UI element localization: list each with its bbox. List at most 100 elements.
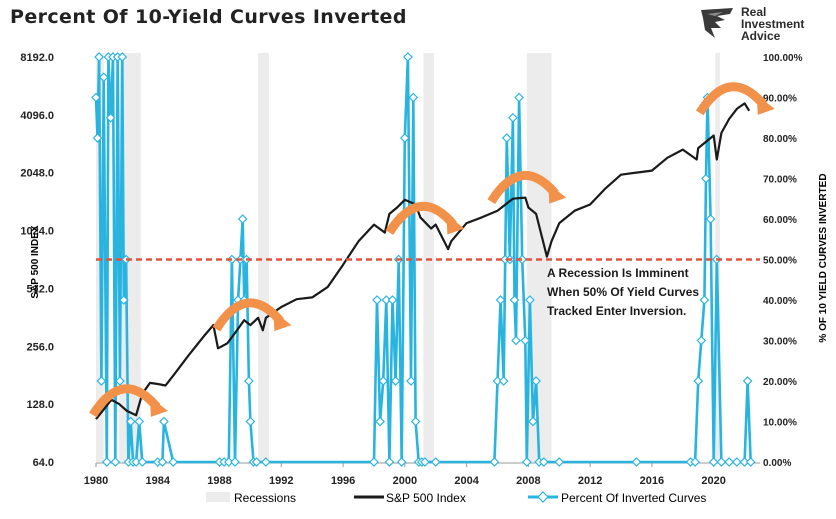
y-left-label: S&P 500 INDEX	[30, 225, 41, 299]
inverted-point	[525, 295, 535, 305]
inverted-point	[498, 376, 509, 386]
x-tick-label: 1984	[146, 475, 171, 487]
recession-band	[526, 53, 552, 462]
x-tick-label: 1988	[207, 475, 231, 487]
inverted-point	[168, 457, 179, 467]
legend-marker-inverted	[537, 491, 549, 503]
inverted-point	[98, 72, 109, 83]
recession-band	[119, 53, 141, 462]
inverted-point	[495, 295, 506, 305]
y-left-tick-label: 512.0	[26, 283, 54, 295]
inverted-point	[742, 376, 753, 386]
inverted-point	[731, 457, 742, 467]
inverted-point	[237, 214, 248, 224]
y-left-tick-label: 8192.0	[20, 52, 54, 64]
sp500-line	[95, 102, 751, 420]
x-tick-label: 2008	[516, 475, 540, 487]
y-right-tick-label: 90.00%	[763, 94, 797, 105]
annotation-line-2: When 50% Of Yield Curves	[547, 285, 699, 299]
y-right-tick-label: 30.00%	[763, 337, 797, 348]
inverted-point	[384, 457, 395, 467]
brand-name: Real Investment Advice	[741, 5, 805, 43]
axes: 1980 1984 1988 1992 1996 2000 2004 2008 2012 2016…	[20, 52, 802, 487]
inverted-point	[509, 295, 520, 305]
inverted-point	[554, 457, 565, 467]
inverted-point	[230, 457, 240, 467]
annotation-arrowhead	[548, 183, 567, 204]
legend-label-sp500: S&P 500 Index	[386, 491, 466, 505]
inverted-point	[101, 457, 112, 467]
inverted-point	[511, 335, 521, 346]
inverted-point	[92, 133, 103, 143]
y-right-tick-label: 10.00%	[763, 418, 797, 429]
x-tick-label: 2004	[454, 475, 479, 487]
inverted-point	[430, 457, 441, 467]
inverted-point	[410, 416, 421, 427]
inverted-point	[110, 457, 121, 467]
legend: Recessions S&P 500 Index Percent Of Inve…	[206, 491, 706, 505]
inverted-point	[403, 52, 413, 62]
x-tick-label: 2012	[578, 475, 602, 487]
inverted-point	[699, 295, 710, 305]
inverted-point	[406, 376, 416, 386]
legend-swatch-recessions	[206, 492, 230, 502]
y-right-tick-label: 0.00%	[763, 458, 791, 469]
inverted-point	[631, 457, 642, 467]
y-right-tick-label: 50.00%	[763, 256, 797, 267]
y-right-tick-label: 40.00%	[763, 296, 797, 307]
annotation-arrowhead	[273, 311, 292, 332]
inverted-point	[372, 295, 382, 305]
x-tick-label: 2016	[640, 475, 664, 487]
y-left-tick-label: 256.0	[26, 341, 54, 353]
y-left-tick-label: 64.0	[33, 457, 54, 469]
inverted-point	[117, 52, 128, 62]
inverted-point	[94, 52, 104, 62]
inverted-point	[244, 376, 254, 386]
inverted-point	[420, 457, 430, 467]
inverted-point	[157, 457, 168, 467]
brand-logo: Real Investment Advice	[697, 4, 817, 48]
x-tick-label: 2000	[393, 475, 417, 487]
inverted-curves-line	[94, 55, 752, 464]
inverted-point	[396, 457, 407, 467]
inverted-point	[745, 457, 756, 467]
inverted-point	[390, 376, 401, 386]
inverted-point	[521, 457, 532, 467]
inverted-point	[375, 416, 385, 427]
inverted-point	[520, 335, 531, 346]
inverted-point	[708, 457, 719, 467]
inverted-point	[115, 376, 125, 386]
inverted-point	[489, 457, 500, 467]
y-right-tick-label: 70.00%	[763, 175, 797, 186]
inverted-point	[701, 173, 711, 184]
legend-label-inverted: Percent Of Inverted Curves	[561, 491, 706, 505]
x-tick-label: 1980	[84, 475, 108, 487]
inverted-point	[134, 416, 145, 427]
inverted-point	[261, 457, 271, 467]
inverted-point	[531, 376, 541, 386]
inverted-point	[517, 254, 528, 265]
y-right-label: % OF 10 YIELD CURVES INVERTED	[818, 173, 829, 342]
inverted-point	[91, 92, 101, 103]
eagle-icon	[701, 8, 733, 38]
inverted-point	[125, 416, 136, 427]
annotation-arrows	[89, 82, 775, 418]
recession-band	[258, 53, 269, 462]
inverted-point	[408, 92, 419, 103]
y-right-tick-label: 80.00%	[763, 134, 797, 145]
y-left-tick-label: 128.0	[26, 399, 54, 411]
inverted-point	[118, 295, 129, 305]
chart-title: Percent Of 10-Yield Curves Inverted	[10, 6, 407, 28]
inverted-point	[245, 416, 256, 427]
inverted-point	[159, 416, 169, 427]
x-tick-label: 2020	[701, 475, 725, 487]
y-right-tick-label: 60.00%	[763, 215, 797, 226]
inverted-point	[105, 112, 116, 123]
legend-label-recessions: Recessions	[234, 491, 296, 505]
inverted-point	[693, 376, 704, 386]
annotation-arrow	[695, 82, 768, 116]
annotation-line-3: Tracked Enter Inversion.	[547, 304, 686, 318]
recession-band	[423, 53, 435, 462]
inverted-point	[96, 376, 107, 386]
